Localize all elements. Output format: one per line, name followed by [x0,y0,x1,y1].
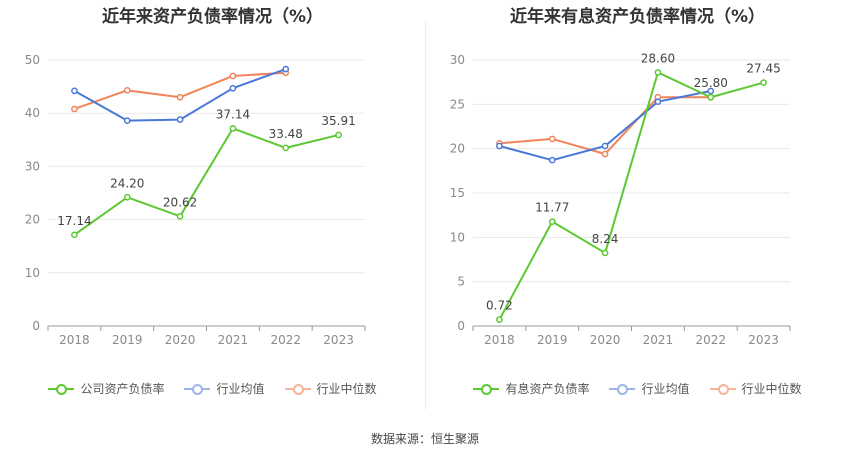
data-point-median [123,86,131,94]
data-point-avg [654,98,662,106]
legend-label: 有息资产负债率 [505,382,590,396]
chart-legend: 公司资产负债率 行业均值 行业中位数 [0,380,425,397]
chart-panel-asset-liability: 近年来资产负债率情况（%） 0 10 20 30 40 50 2018 2019 2020 202… [0,0,425,410]
chart-title: 近年来有息资产负债率情况（%） [509,7,766,27]
legend-line-marker-icon [284,382,311,396]
series-line-company [73,127,339,236]
data-point-company [282,144,290,152]
legend-label: 公司资产负债率 [80,382,165,396]
x-tick-label: 2022 [270,333,301,347]
data-source-note: 数据来源：恒生聚源 [370,432,479,446]
series-line-median [74,71,286,110]
y-tick-label: 50 [25,53,40,67]
data-label: 17.14 [57,214,91,228]
data-point-avg [71,87,78,95]
data-label: 28.60 [641,51,675,65]
chart-legend: 有息资产负债率 行业均值 行业中位数 [425,380,850,397]
line-chart-interest-bearing: 0 5 10 15 20 25 30 2018 2019 2020 2021 2022 2023 0.72… [450,51,791,347]
legend-line-marker-icon [609,382,636,396]
data-label: 37.14 [216,107,250,121]
data-point-median [229,72,237,80]
data-point-company [176,212,184,220]
data-point-company [760,79,767,86]
data-point-median [548,135,556,143]
y-tick-label: 20 [25,213,40,227]
data-point-median [601,150,609,158]
data-point-company [229,125,237,132]
chart-panel-interest-bearing: 近年来有息资产负债率情况（%） 0 5 10 15 20 25 30 2018 2019 2020… [425,0,850,410]
legend-label: 行业中位数 [741,382,802,396]
data-point-company [548,218,556,225]
y-tick-label: 0 [32,319,40,333]
y-tick-label: 15 [450,186,465,200]
x-tick-label: 2023 [323,333,354,347]
data-point-company [123,193,131,201]
data-point-company [601,249,609,257]
legend-line-marker-icon [473,382,500,396]
y-tick-label: 5 [457,275,465,289]
data-label: 25.80 [694,76,728,90]
y-tick-label: 10 [25,266,40,280]
legend-item-industry-median[interactable]: 行业中位数 [709,380,802,397]
series-line-avg [499,90,711,162]
data-label: 27.45 [746,62,780,76]
legend-label: 行业均值 [216,382,265,396]
data-point-avg [601,142,609,150]
legend-label: 行业均值 [641,382,690,396]
data-point-company [654,69,662,76]
x-tick-label: 2019 [537,333,568,347]
legend-item-industry-median[interactable]: 行业中位数 [284,380,377,397]
legend-item-company[interactable]: 公司资产负债率 [48,380,164,397]
data-point-median [176,93,184,101]
x-tick-label: 2021 [218,333,249,347]
legend-label: 行业中位数 [316,382,377,396]
data-label: 8.24 [592,232,619,246]
legend-line-marker-icon [48,382,75,396]
data-point-avg [496,142,503,150]
data-label: 20.62 [163,195,197,209]
x-tick-label: 2018 [59,333,90,347]
data-point-avg [282,65,290,73]
data-point-company [71,231,78,239]
chart-title: 近年来资产负债率情况（%） [101,7,324,27]
data-point-avg [548,156,556,164]
data-point-avg [707,87,715,95]
x-tick-label: 2023 [748,333,779,347]
y-tick-label: 30 [25,159,40,173]
panel-divider [425,20,426,410]
data-point-avg [176,116,184,123]
data-point-avg [229,84,237,92]
x-tick-label: 2020 [165,333,196,347]
legend-line-marker-icon [184,382,211,396]
x-tick-label: 2018 [484,333,515,347]
legend-line-marker-icon [709,382,736,396]
series-line-company [498,71,764,321]
y-tick-label: 10 [450,230,465,244]
data-point-company [335,131,342,139]
y-tick-label: 30 [450,53,465,67]
data-label: 24.20 [110,176,144,190]
y-tick-label: 0 [457,319,465,333]
data-point-avg [123,117,131,124]
data-label: 0.72 [486,299,513,313]
data-point-company [496,316,503,323]
x-tick-label: 2019 [112,333,143,347]
legend-item-industry-average[interactable]: 行业均值 [609,380,690,397]
y-tick-label: 25 [450,97,465,111]
data-label: 11.77 [535,201,569,215]
data-label: 33.48 [269,127,303,141]
legend-item-company[interactable]: 有息资产负债率 [473,380,589,397]
data-label: 35.91 [321,114,355,128]
x-tick-label: 2022 [695,333,726,347]
y-tick-label: 20 [450,142,465,156]
legend-item-industry-average[interactable]: 行业均值 [184,380,265,397]
y-tick-label: 40 [25,106,40,120]
x-tick-label: 2020 [590,333,621,347]
data-point-company [707,93,715,101]
line-chart-asset-liability: 0 10 20 30 40 50 2018 2019 2020 2021 2022 2023 17.14… [25,53,366,347]
x-tick-label: 2021 [643,333,674,347]
data-point-median [71,105,78,113]
